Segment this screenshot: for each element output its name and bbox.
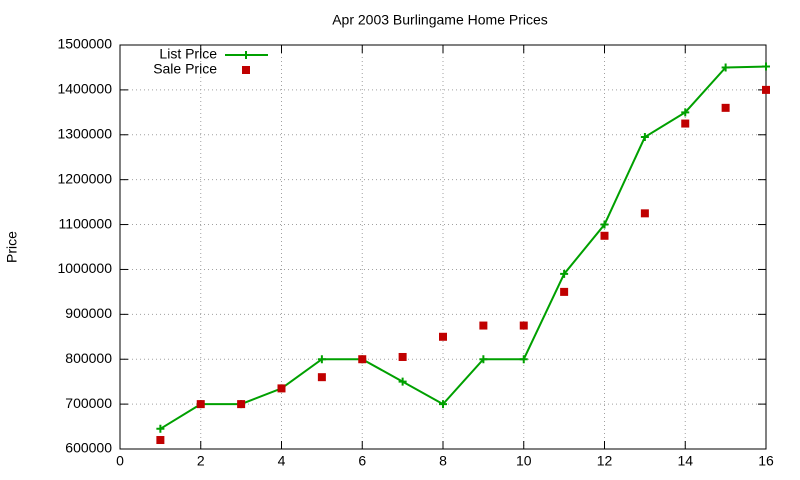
point: [560, 269, 569, 278]
y-tick-label: 1000000: [57, 260, 112, 276]
point: [398, 352, 407, 361]
point: [439, 400, 447, 409]
x-tick-label: 8: [439, 453, 447, 469]
plot-frame: [119, 44, 767, 450]
x-tick-label: 10: [516, 453, 532, 469]
chart-title: Apr 2003 Burlingame Home Prices: [332, 12, 548, 28]
y-tick-label: 1400000: [57, 81, 112, 97]
y-tick-label: 600000: [65, 440, 112, 456]
point: [439, 332, 447, 341]
y-axis-label: Price: [4, 231, 20, 263]
y-tick-label: 800000: [65, 350, 112, 366]
x-tick-label: 12: [597, 453, 613, 469]
point: [317, 373, 326, 382]
point: [640, 133, 649, 142]
legend-marker: [242, 51, 250, 59]
legend-label: Sale Price: [153, 61, 217, 77]
x-tick-label: 16: [758, 453, 774, 469]
point: [600, 231, 609, 240]
legend-label: List Price: [159, 46, 217, 62]
point: [762, 85, 770, 94]
point: [519, 355, 528, 364]
x-tick-label: 14: [677, 453, 693, 469]
y-tick-label: 1100000: [59, 215, 113, 231]
x-tick-label: 2: [197, 453, 205, 469]
point: [317, 355, 326, 364]
x-tick-label: 4: [278, 453, 286, 469]
point: [519, 321, 528, 330]
point: [681, 108, 690, 117]
point: [277, 384, 286, 393]
point: [721, 103, 730, 112]
point: [640, 209, 649, 218]
point: [156, 424, 165, 433]
point: [237, 400, 246, 409]
y-tick-label: 900000: [65, 305, 112, 321]
point: [196, 400, 205, 409]
point: [721, 63, 730, 72]
series-line: [159, 65, 767, 430]
x-tick-label: 0: [116, 453, 124, 469]
point: [479, 355, 488, 364]
point: [358, 355, 367, 364]
point: [479, 321, 488, 330]
point: [600, 220, 609, 229]
y-tick-label: 1300000: [57, 125, 112, 141]
point: [398, 377, 407, 386]
y-tick-label: 1200000: [57, 170, 112, 186]
point: [681, 119, 690, 128]
legend-marker: [242, 66, 250, 74]
point: [156, 436, 165, 445]
y-tick-label: 700000: [65, 395, 112, 411]
x-tick-label: 6: [358, 453, 366, 469]
point: [762, 62, 770, 71]
y-tick-label: 1500000: [57, 36, 112, 52]
point: [560, 287, 569, 296]
